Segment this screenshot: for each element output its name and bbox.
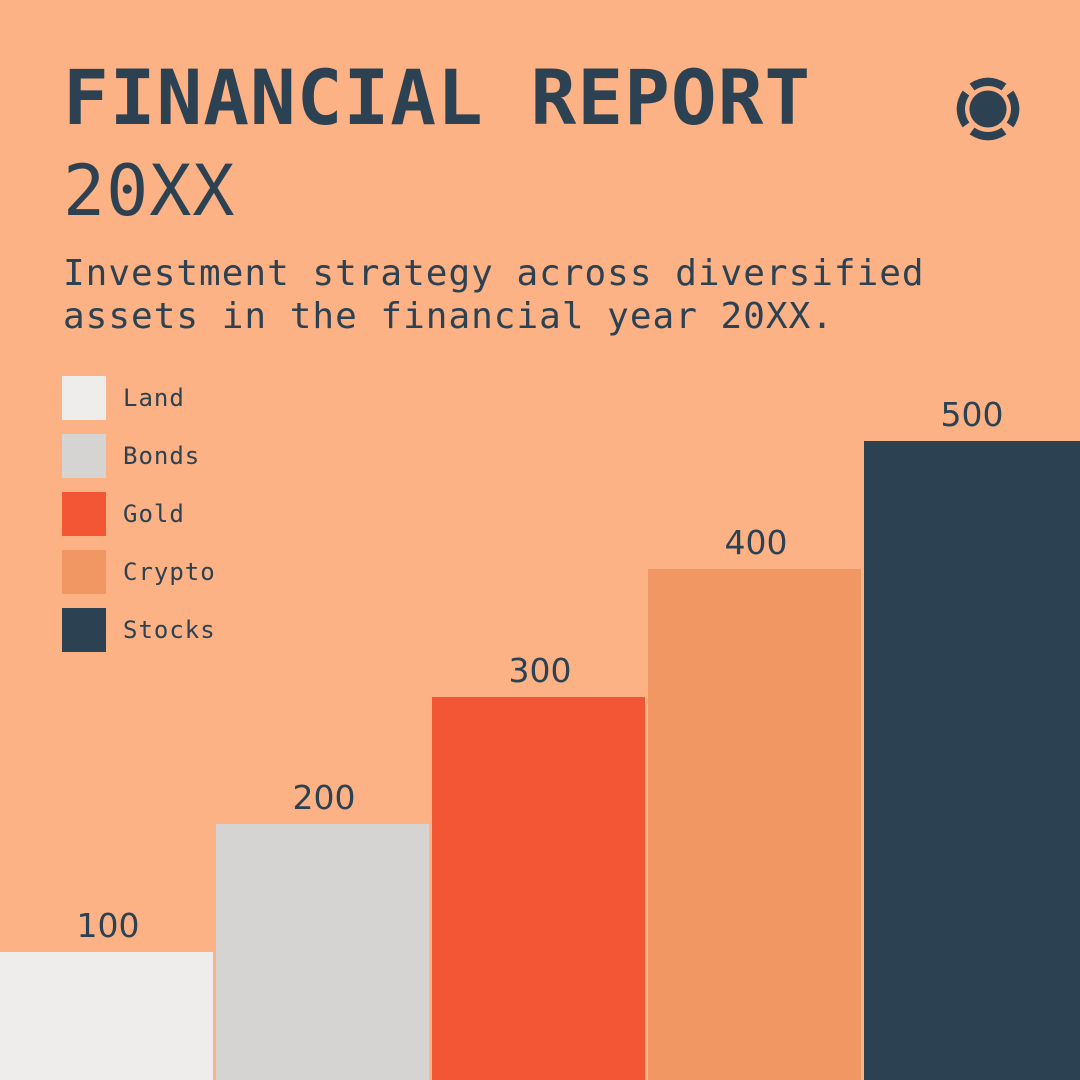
bar-chart: 100 200 300 400 500	[0, 380, 1080, 1080]
legend-swatch-land	[62, 376, 106, 420]
bar-value-label-crypto: 400	[724, 523, 788, 562]
bar-stocks	[864, 441, 1080, 1080]
legend-swatch-stocks	[62, 608, 106, 652]
bar-column-stocks: 500	[864, 380, 1080, 1080]
legend-item-stocks: Stocks	[62, 608, 216, 652]
bar-column-gold: 300	[432, 380, 648, 1080]
bar-bonds	[216, 824, 429, 1080]
bar-value-label-bonds: 200	[292, 778, 356, 817]
legend-item-bonds: Bonds	[62, 434, 216, 478]
bar-column-land: 100	[0, 380, 216, 1080]
bar-crypto	[648, 569, 861, 1080]
legend-item-gold: Gold	[62, 492, 216, 536]
legend-swatch-gold	[62, 492, 106, 536]
legend-label-land: Land	[123, 384, 185, 412]
subtitle-line-2: assets in the financial year 20XX.	[63, 296, 834, 337]
bar-value-label-land: 100	[76, 906, 140, 945]
bar-land	[0, 952, 213, 1080]
bar-value-label-gold: 300	[508, 651, 572, 690]
legend-item-land: Land	[62, 376, 216, 420]
bar-value-label-stocks: 500	[940, 395, 1004, 434]
bar-gold	[432, 697, 645, 1080]
chart-legend: Land Bonds Gold Crypto Stocks	[62, 376, 216, 666]
legend-label-stocks: Stocks	[123, 616, 216, 644]
report-year: 20XX	[63, 150, 236, 232]
legend-item-crypto: Crypto	[62, 550, 216, 594]
emblem-badge-icon	[956, 77, 1020, 141]
poster-subtitle: Investment strategy across diversified a…	[63, 252, 925, 338]
bar-column-crypto: 400	[648, 380, 864, 1080]
legend-swatch-bonds	[62, 434, 106, 478]
legend-label-gold: Gold	[123, 500, 185, 528]
legend-label-crypto: Crypto	[123, 558, 216, 586]
subtitle-line-1: Investment strategy across diversified	[63, 253, 925, 294]
legend-label-bonds: Bonds	[123, 442, 201, 470]
legend-swatch-crypto	[62, 550, 106, 594]
page-title: FINANCIAL REPORT	[63, 53, 812, 142]
bar-column-bonds: 200	[216, 380, 432, 1080]
